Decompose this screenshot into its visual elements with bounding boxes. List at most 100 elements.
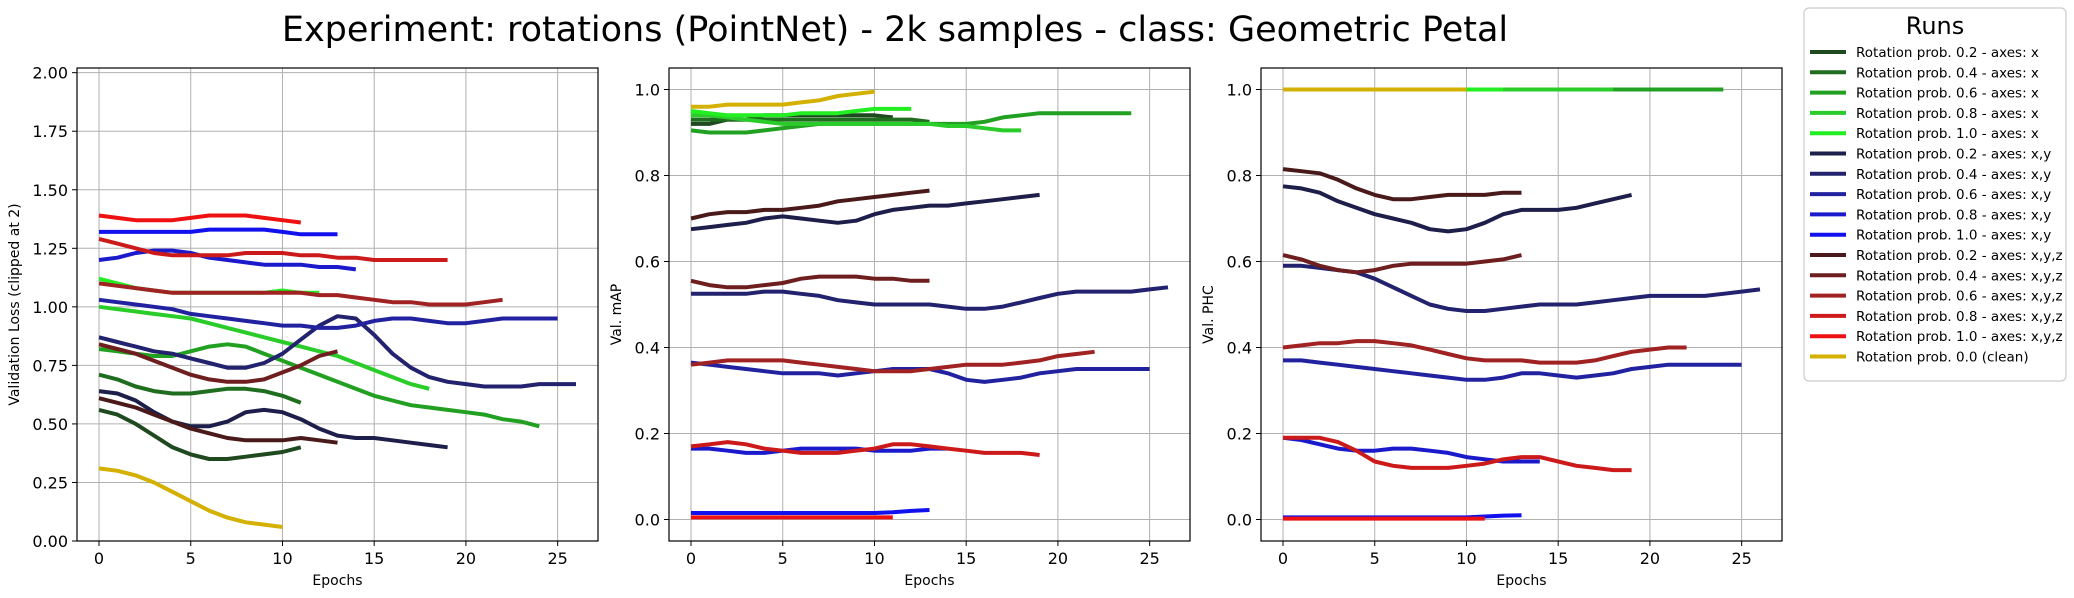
legend-entry: Rotation prob. 0.2 - axes: x,y,z [1810, 248, 2063, 264]
y-tick-label: 0.0 [1227, 511, 1252, 530]
legend-entry: Rotation prob. 0.8 - axes: x,y [1810, 207, 2051, 223]
x-tick-label: 15 [364, 549, 384, 568]
axes-frame [668, 67, 1191, 542]
legend-label: Rotation prob. 1.0 - axes: x,y,z [1856, 329, 2063, 345]
x-tick-label: 0 [1278, 549, 1288, 568]
y-tick-label: 0.0 [635, 511, 660, 530]
legend-entry: Rotation prob. 1.0 - axes: x,y [1810, 228, 2051, 244]
y-tick-label: 1.0 [1227, 81, 1252, 100]
series-line [98, 372, 302, 405]
series-line [98, 407, 302, 461]
legend-entry: Rotation prob. 0.4 - axes: x [1810, 65, 2039, 81]
series-line [98, 248, 357, 272]
y-axis-label: Validation Loss (clipped at 2) [7, 203, 23, 405]
legend-label: Rotation prob. 0.8 - axes: x,y [1856, 207, 2051, 223]
y-tick-label: 1.0 [635, 81, 660, 100]
axes-frame [1260, 67, 1783, 542]
x-tick-label: 20 [456, 549, 476, 568]
legend-entries: Rotation prob. 0.2 - axes: x Rotation pro… [1810, 45, 2063, 366]
axes-frame [76, 67, 599, 542]
x-tick-label: 15 [956, 549, 976, 568]
legend-label: Rotation prob. 0.4 - axes: x,y [1856, 167, 2051, 183]
plot-area [77, 68, 598, 541]
series-line [691, 508, 930, 515]
chart-panels: 0 5 10 15 20 250.000.250.500.751.001.251.501.… [7, 64, 1783, 589]
series-line [98, 466, 283, 529]
figure-title: Experiment: rotations (PointNet) - 2k sa… [282, 10, 1508, 50]
x-tick-label: 10 [864, 549, 884, 568]
y-tick-label: 0.75 [32, 356, 68, 375]
y-tick-label: 0.2 [1227, 425, 1252, 444]
series-line [690, 440, 1040, 457]
series-line [690, 106, 912, 118]
y-axis-label: Val. mAP [609, 284, 625, 346]
legend-label: Rotation prob. 0.8 - axes: x,y,z [1856, 309, 2063, 325]
legend-entry: Rotation prob. 1.0 - axes: x,y,z [1810, 329, 2063, 345]
legend-entry: Rotation prob. 0.8 - axes: x,y,z [1810, 309, 2063, 325]
series-line [690, 349, 1095, 374]
legend-label: Rotation prob. 0.6 - axes: x,y [1856, 187, 2051, 203]
series-line [1283, 263, 1761, 313]
x-axis-label: Epochs [904, 573, 954, 589]
series-line [98, 342, 540, 429]
series-line [98, 213, 302, 225]
series-line [691, 117, 930, 124]
series-line [98, 304, 430, 391]
legend: Runs Rotation prob. 0.2 - axes: xRotatio… [1803, 7, 2067, 382]
x-axis-label: Epochs [1496, 573, 1546, 589]
legend-label: Rotation prob. 0.4 - axes: x [1856, 65, 2039, 81]
legend-label: Rotation prob. 1.0 - axes: x,y [1856, 228, 2051, 244]
legend-title: Runs [1906, 12, 1965, 40]
x-tick-label: 5 [778, 549, 788, 568]
legend-label: Rotation prob. 0.4 - axes: x,y,z [1856, 268, 2063, 284]
legend-label: Rotation prob. 0.6 - axes: x [1856, 86, 2039, 102]
x-tick-label: 25 [1731, 549, 1751, 568]
series-line [98, 236, 448, 262]
series-line [98, 396, 338, 445]
series-line [1282, 184, 1633, 234]
legend-entry: Rotation prob. 1.0 - axes: x [1810, 126, 2039, 142]
legend-entry: Rotation prob. 0.0 (clean) [1810, 350, 2029, 366]
y-tick-label: 0.6 [635, 253, 660, 272]
legend-label: Rotation prob. 0.6 - axes: x,y,z [1856, 289, 2063, 305]
x-tick-label: 25 [547, 549, 567, 568]
series-line [691, 89, 875, 109]
y-tick-label: 0.2 [635, 425, 660, 444]
x-tick-label: 10 [272, 549, 292, 568]
legend-label: Rotation prob. 0.0 (clean) [1856, 350, 2029, 366]
x-tick-label: 25 [1139, 549, 1159, 568]
x-axis-label: Epochs [312, 573, 362, 589]
y-tick-label: 1.00 [32, 298, 68, 317]
y-tick-label: 0.4 [635, 339, 660, 358]
series-line [1282, 339, 1687, 365]
legend-entry: Rotation prob. 0.6 - axes: x,y [1810, 187, 2051, 203]
x-tick-label: 10 [1456, 549, 1476, 568]
series-line [1282, 253, 1522, 275]
legend-entry: Rotation prob. 0.6 - axes: x,y,z [1810, 289, 2063, 305]
legend-entry: Rotation prob. 0.8 - axes: x [1810, 106, 2039, 122]
legend-frame [1803, 7, 2067, 382]
y-tick-label: 0.8 [635, 167, 660, 186]
y-tick-label: 0.00 [32, 532, 68, 551]
series-line [690, 188, 930, 221]
y-tick-label: 0.6 [1227, 253, 1252, 272]
series-line [1283, 435, 1632, 473]
y-tick-label: 0.50 [32, 415, 68, 434]
legend-label: Rotation prob. 0.2 - axes: x [1856, 45, 2039, 61]
series-line [691, 113, 1022, 133]
series-line [691, 285, 1169, 311]
x-tick-label: 20 [1048, 549, 1068, 568]
chart-panel-1: 0 5 10 15 20 25 0.00 0.25 0.50 0.75 1.00 1.25 1.50 1.… [7, 64, 599, 589]
series-line [690, 192, 1040, 232]
plot-area [1261, 68, 1782, 541]
y-tick-label: 0.25 [32, 473, 68, 492]
x-tick-label: 0 [94, 549, 104, 568]
y-tick-label: 0.8 [1227, 167, 1252, 186]
series-line [1282, 167, 1522, 202]
x-tick-label: 15 [1548, 549, 1568, 568]
y-tick-label: 1.25 [32, 239, 68, 258]
y-axis-label: Val. PHC [1201, 285, 1217, 344]
x-tick-label: 5 [1370, 549, 1380, 568]
legend-label: Rotation prob. 0.2 - axes: x,y,z [1856, 248, 2063, 264]
x-tick-label: 20 [1640, 549, 1660, 568]
